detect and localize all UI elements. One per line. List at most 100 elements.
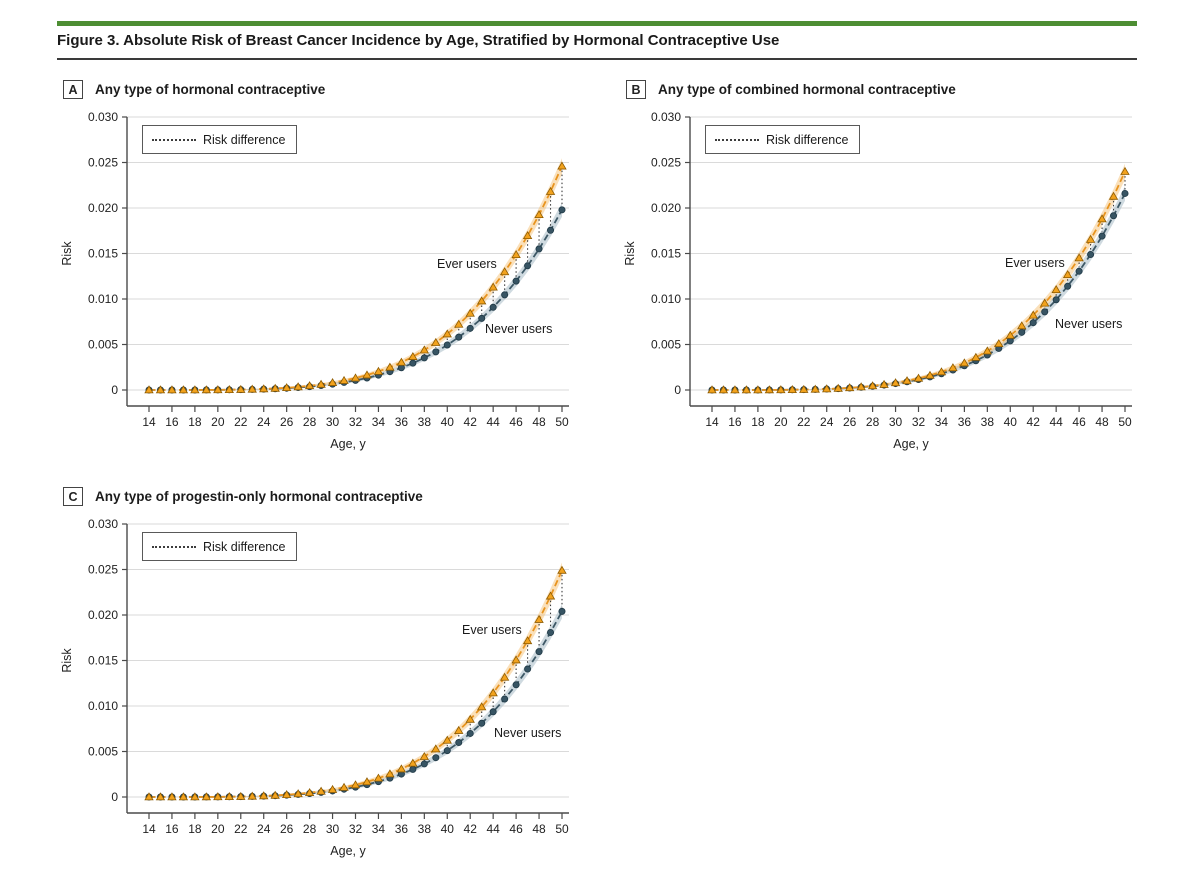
- triangle-marker: [454, 319, 464, 328]
- ever-users-markers: [144, 565, 567, 801]
- x-tick-label: 18: [188, 415, 202, 429]
- dotted-line-swatch: [152, 545, 196, 548]
- triangle-marker: [144, 792, 154, 801]
- x-tick-label: 46: [509, 822, 523, 836]
- triangle-marker: [144, 385, 154, 394]
- x-tick-labels: 14 16 18 20 22 24 26 28 30 32 34 36 38 40 42 44 46 48 50: [705, 406, 1132, 429]
- triangle-marker: [339, 782, 349, 791]
- y-tick-labels: 0.030 0.025 0.020 0.015 0.010 0.005 0: [88, 110, 127, 397]
- triangle-marker: [247, 384, 257, 393]
- triangle-marker: [304, 381, 315, 390]
- triangle-marker: [454, 725, 464, 734]
- triangle-marker: [1108, 191, 1119, 200]
- circle-marker: [478, 314, 486, 322]
- x-tick-label: 42: [1027, 415, 1041, 429]
- triangle-marker: [316, 786, 326, 795]
- y-tick-label: 0.030: [88, 517, 118, 531]
- triangle-marker: [419, 751, 430, 760]
- x-tick-label: 26: [843, 415, 857, 429]
- y-tick-label: 0: [111, 383, 118, 397]
- x-tick-label: 50: [555, 415, 569, 429]
- never-users-line: [149, 209, 563, 391]
- x-tick-label: 18: [751, 415, 765, 429]
- triangle-marker: [281, 383, 292, 392]
- triangle-marker: [1120, 166, 1130, 175]
- x-tick-label: 42: [464, 822, 478, 836]
- circle-marker: [512, 277, 520, 285]
- never-users-band: [712, 186, 1125, 390]
- triangle-marker: [959, 358, 970, 367]
- triangle-marker: [167, 385, 177, 394]
- triangle-marker: [511, 250, 521, 258]
- circle-marker: [1029, 319, 1037, 327]
- triangle-marker: [178, 385, 189, 394]
- ever-users-band: [149, 158, 562, 390]
- x-tick-label: 34: [372, 822, 386, 836]
- accent-bar: [57, 21, 1137, 26]
- triangle-marker: [753, 385, 763, 394]
- dotted-line-swatch: [152, 138, 196, 141]
- triangle-marker: [419, 345, 430, 354]
- panel-c-header: C Any type of progestin-only hormonal co…: [63, 487, 423, 506]
- ever-users-band: [149, 562, 562, 797]
- triangle-marker: [190, 385, 200, 394]
- triangle-marker: [1062, 270, 1073, 279]
- x-tick-label: 14: [142, 415, 156, 429]
- triangle-marker: [270, 383, 280, 392]
- triangle-marker: [155, 792, 166, 801]
- circle-marker: [558, 607, 566, 615]
- panel-a-chart-svg: 0.030 0.025 0.020 0.015 0.010 0.005 0 14 16 18 20 2…: [60, 110, 569, 451]
- triangle-marker: [178, 792, 189, 801]
- triangle-marker: [396, 764, 407, 773]
- x-tick-label: 28: [303, 415, 317, 429]
- circle-marker: [420, 760, 428, 768]
- never-users-label: Never users: [485, 322, 553, 336]
- legend-label: Risk difference: [766, 132, 849, 147]
- panel-c-title: Any type of progestin-only hormonal cont…: [95, 489, 423, 504]
- y-tick-label: 0.010: [88, 292, 118, 306]
- circle-marker: [466, 324, 474, 332]
- y-tick-label: 0.010: [88, 699, 118, 713]
- triangle-marker: [511, 655, 521, 664]
- x-tick-label: 24: [257, 415, 271, 429]
- circle-marker: [501, 695, 509, 703]
- x-axis-title: Age, y: [330, 437, 366, 451]
- triangle-marker: [293, 789, 303, 798]
- panel-a: A Any type of hormonal contraceptive 0.0…: [57, 80, 602, 475]
- circle-marker: [409, 765, 417, 773]
- x-tick-label: 32: [349, 822, 363, 836]
- x-tick-label: 46: [1072, 415, 1086, 429]
- triangle-marker: [167, 792, 177, 801]
- y-tick-labels: 0.030 0.025 0.020 0.015 0.010 0.005 0: [651, 110, 690, 397]
- triangle-marker: [224, 385, 235, 394]
- circle-marker: [547, 226, 555, 234]
- triangle-marker: [488, 688, 498, 697]
- triangle-marker: [408, 758, 418, 767]
- circle-marker: [535, 245, 543, 253]
- triangle-marker: [499, 267, 510, 276]
- circle-marker: [535, 648, 543, 656]
- risk-difference-lines: [377, 170, 563, 376]
- triangle-marker: [281, 790, 292, 799]
- x-tick-labels: 14 16 18 20 22 24 26 28 30 32 34 36 38 40 42 44 46 48 50: [142, 406, 569, 429]
- gridlines: [690, 116, 1132, 391]
- triangle-marker: [1085, 234, 1096, 243]
- triangle-marker: [925, 370, 935, 379]
- circle-marker: [1121, 189, 1129, 197]
- ever-users-markers: [707, 166, 1130, 394]
- figure-title: Figure 3. Absolute Risk of Breast Cancer…: [57, 32, 780, 49]
- x-tick-label: 48: [532, 822, 546, 836]
- y-tick-label: 0.015: [88, 654, 118, 668]
- y-tick-label: 0.020: [88, 201, 118, 215]
- triangle-marker: [362, 370, 372, 379]
- triangle-marker: [971, 352, 981, 361]
- x-tick-label: 40: [441, 415, 455, 429]
- circle-marker: [1098, 232, 1106, 240]
- triangle-marker: [994, 339, 1004, 348]
- circle-marker: [1087, 251, 1095, 259]
- triangle-marker: [822, 384, 832, 393]
- x-tick-label: 32: [349, 415, 363, 429]
- triangle-marker: [844, 383, 855, 392]
- y-axis-title: Risk: [60, 648, 74, 673]
- triangle-marker: [385, 362, 395, 371]
